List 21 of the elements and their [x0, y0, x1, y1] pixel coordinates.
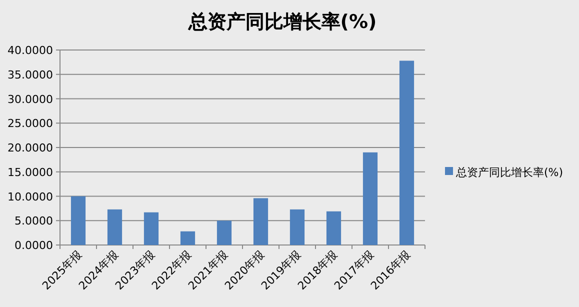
bar [253, 198, 268, 245]
bar [290, 209, 305, 245]
bar [144, 212, 159, 245]
bar [399, 60, 414, 245]
chart-title: 总资产同比增长率(%) [187, 11, 377, 33]
y-tick-label: 35.0000 [8, 68, 53, 82]
y-tick-label: 5.0000 [14, 214, 53, 228]
y-tick-label: 40.0000 [8, 44, 53, 57]
bar [70, 196, 86, 245]
bar [362, 152, 378, 245]
legend-label: 总资产同比增长率(%) [455, 166, 564, 179]
bar [180, 231, 196, 245]
y-tick-label: 10.0000 [8, 190, 53, 204]
y-tick-label: 0.0000 [14, 239, 53, 252]
y-tick-label: 20.0000 [8, 142, 53, 154]
y-tick-label: 30.0000 [8, 92, 53, 106]
bar [216, 220, 232, 245]
y-tick-label: 25.0000 [8, 117, 53, 130]
y-tick-label: 15.0000 [8, 166, 53, 179]
bar [107, 209, 122, 245]
bar [326, 211, 342, 245]
